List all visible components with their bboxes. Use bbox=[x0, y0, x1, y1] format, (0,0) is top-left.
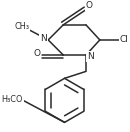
Text: H₃CO: H₃CO bbox=[2, 95, 23, 104]
Text: CH₃: CH₃ bbox=[14, 22, 29, 31]
Text: O: O bbox=[86, 1, 93, 10]
Text: Cl: Cl bbox=[120, 35, 129, 44]
Text: N: N bbox=[87, 52, 94, 61]
Text: O: O bbox=[33, 49, 40, 58]
Text: N: N bbox=[40, 34, 47, 43]
